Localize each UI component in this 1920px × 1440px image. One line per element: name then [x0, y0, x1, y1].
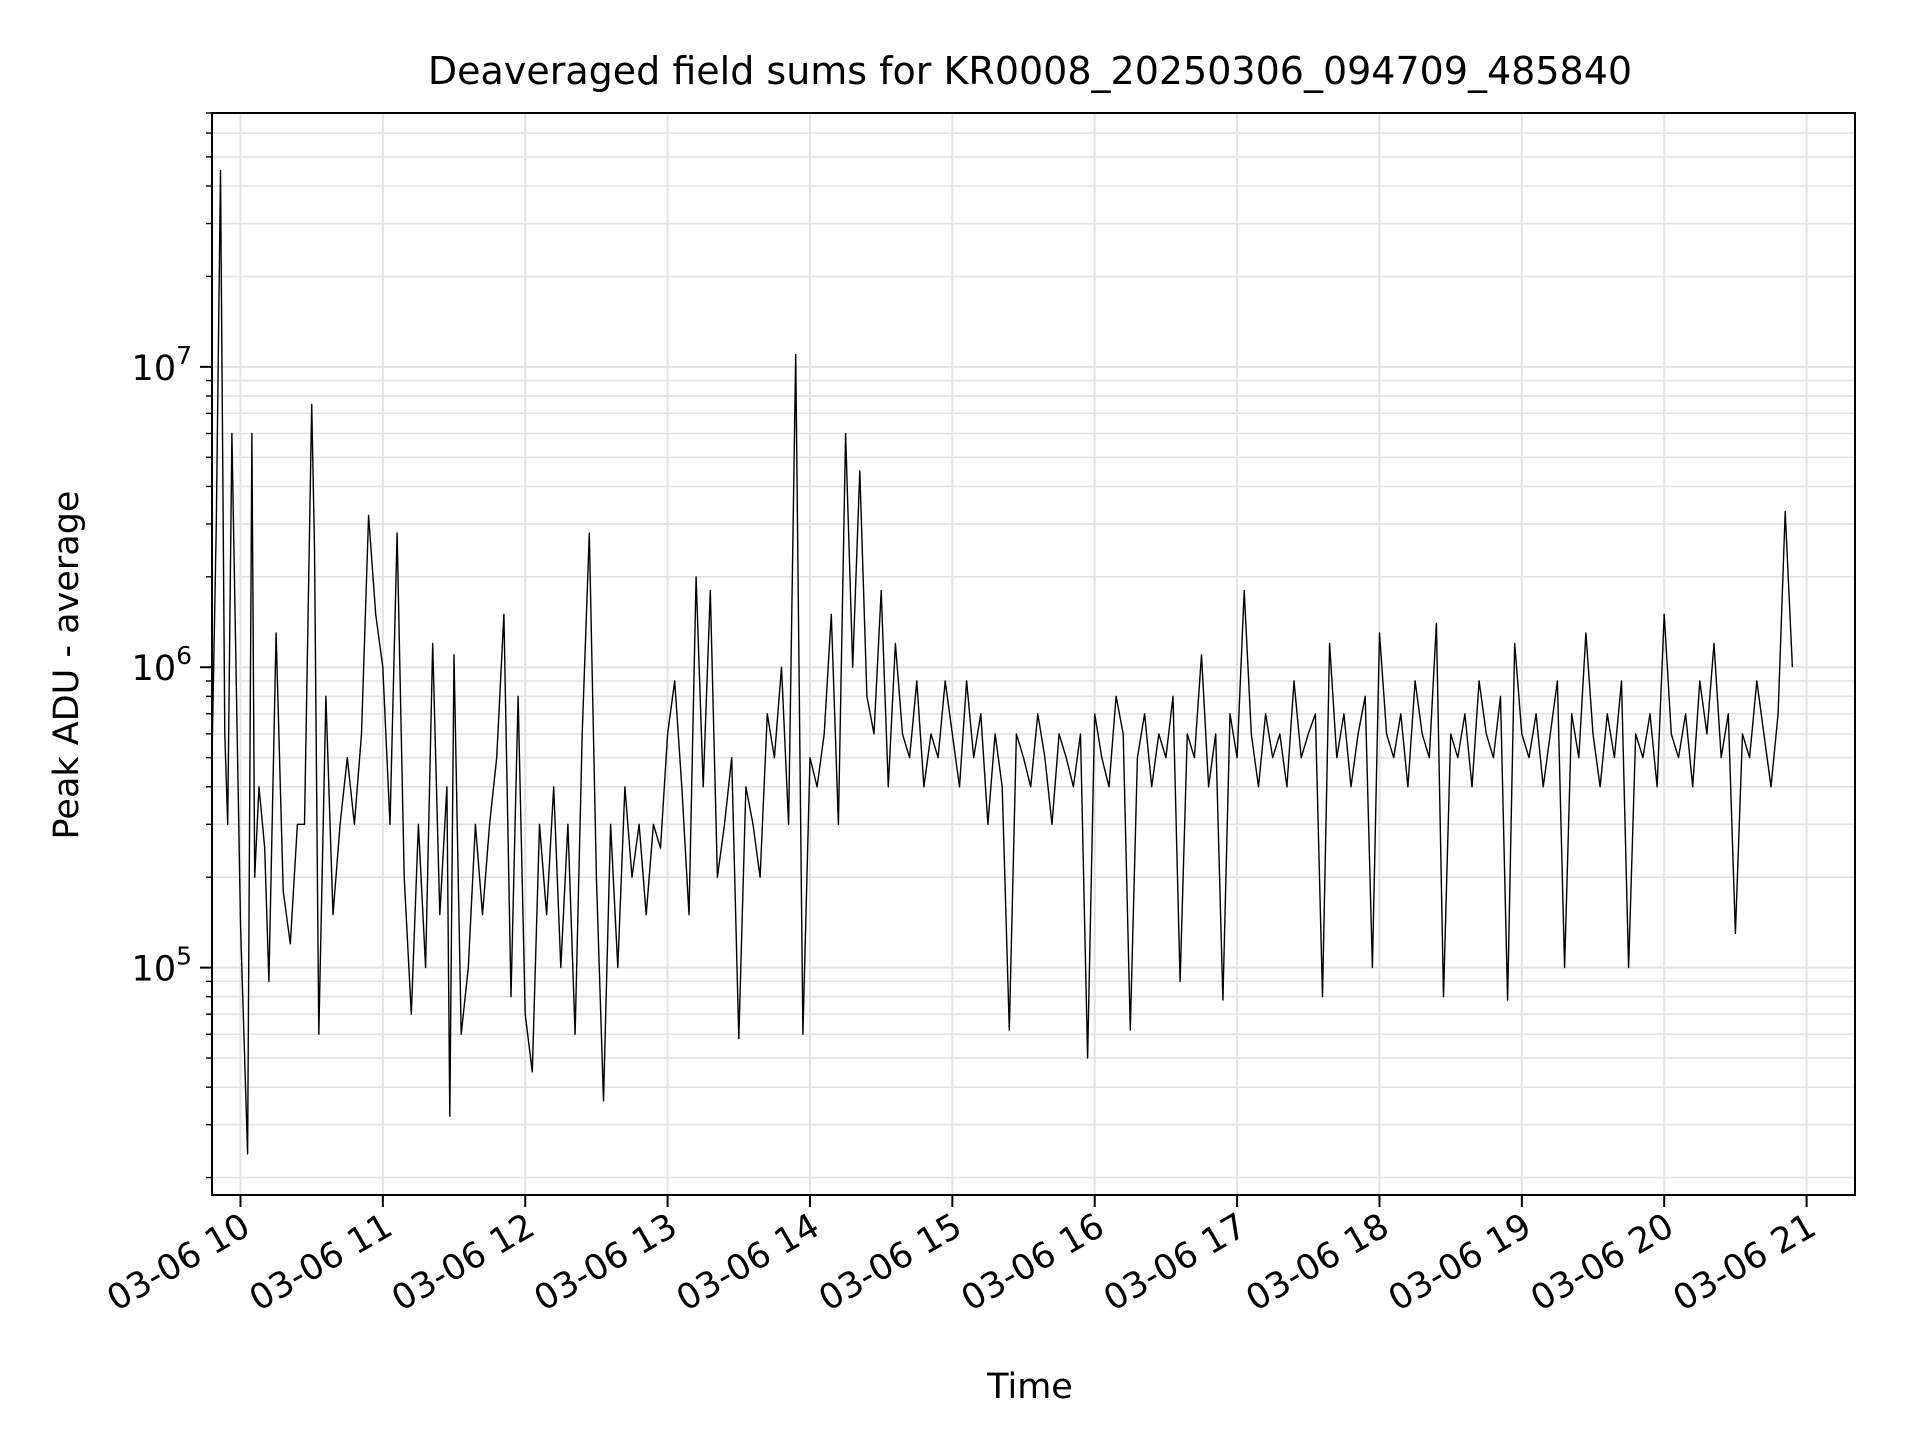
y-tick-label: 105 [132, 942, 192, 990]
plot-frame [211, 112, 1856, 1196]
plot-area [211, 169, 1794, 1155]
y-tick-label: 107 [132, 341, 192, 389]
y-tick-label: 106 [132, 641, 192, 689]
series-line [211, 169, 1794, 1155]
chart-title: Deaveraged field sums for KR0008_2025030… [428, 49, 1632, 93]
y-axis-label: Peak ADU - average [47, 491, 87, 840]
x-axis-label: Time [986, 1367, 1073, 1407]
